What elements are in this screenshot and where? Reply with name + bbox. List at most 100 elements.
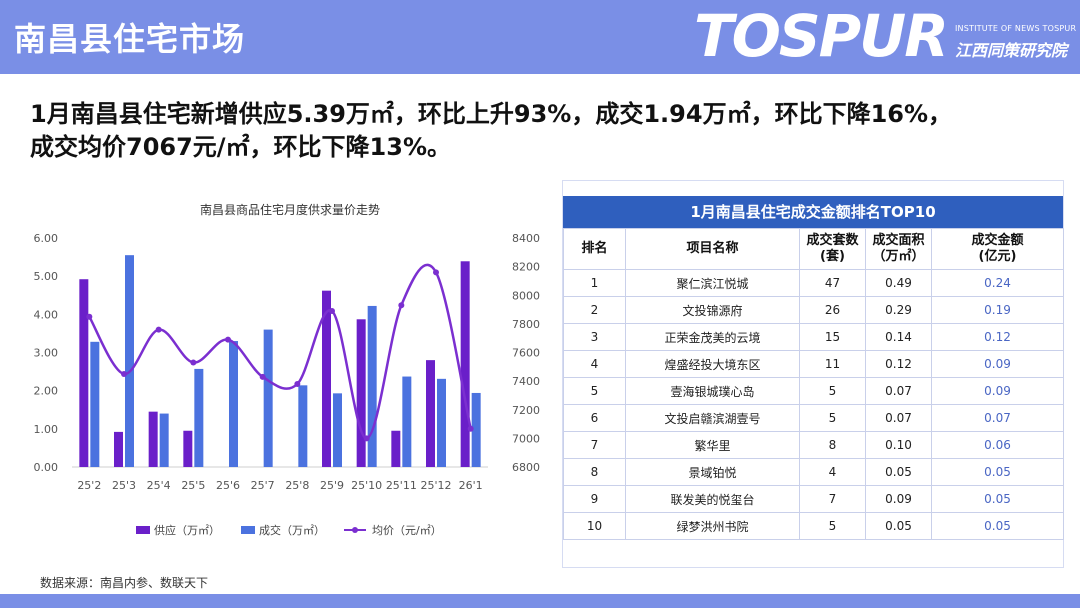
deal-bar [194,368,204,467]
table-cell: 0.19 [931,296,1064,324]
price-point [363,435,370,442]
supply-bar [183,430,193,467]
table-cell: 正荣金茂美的云境 [625,323,800,351]
table-cell: 0.05 [931,485,1064,513]
table-cell: 0.07 [865,404,932,432]
table-row: 4 煌盛经投大境东区 11 0.12 0.09 [563,350,1064,378]
table-cell: 0.12 [931,323,1064,351]
legend-label-price: 均价（元/㎡） [372,524,442,537]
price-point [398,302,405,309]
page-title: 南昌县住宅市场 [14,20,246,58]
table-cell: 5 [563,377,626,405]
y-axis-tick-label: 0.00 [34,461,59,474]
x-axis-tick-label: 26'1 [459,479,483,492]
y-axis-tick-label: 2.00 [34,385,59,398]
table-cell: 8 [799,431,866,459]
x-axis-tick-label: 25'4 [147,479,171,492]
table-cell: 4 [799,458,866,486]
supply-bar [114,431,123,467]
table-row: 10 绿梦洪州书院 5 0.05 0.05 [563,512,1064,540]
footer-bar [0,594,1080,608]
price-point [329,307,335,314]
legend-swatch-deal [241,526,255,534]
price-point [259,373,266,380]
y-axis-tick-label: 5.00 [34,270,59,283]
y2-axis-tick-label: 8000 [512,289,540,302]
ranking-table-header-cell: 排名 [563,228,626,270]
ranking-table-title: 1月南昌县住宅成交金额排名TOP10 [563,196,1063,228]
table-cell: 文投锦源府 [625,296,800,324]
y-axis-tick-label: 3.00 [34,347,59,360]
deal-bar [298,385,308,467]
table-cell: 15 [799,323,866,351]
table-cell: 6 [563,404,626,432]
headline: 1月南昌县住宅新增供应5.39万㎡，环比上升93%，成交1.94万㎡，环比下降1… [30,98,1070,164]
deal-bar [471,392,481,467]
table-row: 2 文投锦源府 26 0.29 0.19 [563,296,1064,324]
ranking-table-panel: 1月南昌县住宅成交金额排名TOP10 排名 项目名称 成交套数 (套) 成交面积 （万㎡）… [562,180,1064,568]
supply-bar [391,430,401,467]
price-point [294,380,301,387]
deal-bar [90,341,100,467]
supply-demand-price-chart: 南昌县商品住宅月度供求量价走势 0.00 1.00 2.00 3.00 4.00 5.00 6… [34,202,541,537]
deal-bar [437,378,446,467]
table-cell: 0.10 [865,431,932,459]
price-point [190,359,197,366]
legend-swatch-price-dot [352,527,358,533]
table-cell: 联发美的悦玺台 [625,485,800,513]
table-cell: 0.05 [865,458,932,486]
table-cell: 8 [563,458,626,486]
x-axis-tick-label: 25'8 [285,479,309,492]
deal-bar [333,393,342,467]
table-row: 9 联发美的悦玺台 7 0.09 0.05 [563,485,1064,513]
legend-swatch-supply [136,526,150,534]
table-cell: 3 [563,323,626,351]
deal-bar [159,413,169,467]
table-cell: 景域铂悦 [625,458,800,486]
x-axis-tick-label: 25'5 [181,479,205,492]
table-cell: 10 [563,512,626,540]
table-cell: 0.12 [865,350,932,378]
table-cell: 0.05 [865,512,932,540]
deal-bar [367,305,377,467]
price-point [121,370,127,377]
table-cell: 0.07 [865,377,932,405]
price-line [88,263,472,440]
table-cell: 聚仁滨江悦城 [625,269,800,297]
headline-line-1: 1月南昌县住宅新增供应5.39万㎡，环比上升93%，成交1.94万㎡，环比下降1… [30,100,953,128]
table-cell: 26 [799,296,866,324]
table-row: 6 文投启赣滨湖壹号 5 0.07 0.07 [563,404,1064,432]
price-point [86,313,93,320]
supply-bar [79,279,89,467]
price-point [467,425,474,432]
table-cell: 5 [799,512,866,540]
table-row: 8 景域铂悦 4 0.05 0.05 [563,458,1064,486]
table-cell: 0.05 [931,458,1064,486]
table-cell: 0.14 [865,323,932,351]
y-axis-tick-label: 4.00 [34,308,59,321]
deal-bar [263,329,273,467]
y-axis-tick-label: 1.00 [34,423,59,436]
supply-bar [426,360,435,467]
brand-logo: TOSPUR [694,2,949,70]
table-cell: 煌盛经投大境东区 [625,350,800,378]
y-axis-tick-label: 6.00 [34,232,59,245]
y2-axis-tick-label: 7200 [512,404,540,417]
supply-bar [460,261,470,467]
table-cell: 绿梦洪州书院 [625,512,800,540]
table-cell: 0.07 [931,404,1064,432]
price-point [155,326,162,333]
price-point [433,269,439,276]
ranking-table: 排名 项目名称 成交套数 (套) 成交面积 （万㎡） 成交金额 (亿元) 1 聚仁滨江悦城 47 0… [563,228,1064,540]
table-cell: 繁华里 [625,431,800,459]
ranking-table-header-cell: 项目名称 [625,228,800,270]
table-cell: 0.29 [865,296,932,324]
header-bar: 南昌县住宅市场 TOSPUR INSTITUTE OF NEWS TOSPUR … [0,0,1080,74]
table-cell: 4 [563,350,626,378]
supply-bar [322,290,331,467]
deal-bar [229,341,238,467]
x-axis-tick-label: 25'3 [112,479,136,492]
table-cell: 7 [563,431,626,459]
table-row: 3 正荣金茂美的云境 15 0.14 0.12 [563,323,1064,351]
table-cell: 7 [799,485,866,513]
